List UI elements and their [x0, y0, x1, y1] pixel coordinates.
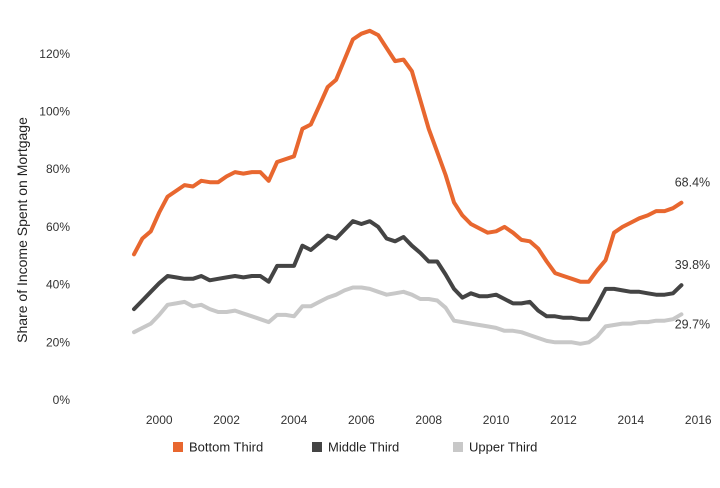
y-axis-ticks: 0% 20% 40% 60% 80% 100% 120%: [39, 47, 70, 407]
legend-label: Bottom Third: [189, 440, 263, 455]
series-line-middle-third: [132, 219, 684, 322]
legend-swatch: [312, 442, 322, 452]
x-tick-label: 2000: [146, 413, 173, 427]
y-tick-label: 20%: [46, 335, 70, 349]
series-line-upper-third: [132, 285, 684, 346]
y-axis-title: Share of Income Spent on Mortgage: [14, 117, 30, 343]
y-tick-label: 60%: [46, 220, 70, 234]
y-tick-label: 40%: [46, 278, 70, 292]
series-line-bottom-third: [132, 28, 684, 284]
series-lines: [132, 28, 684, 346]
legend-swatch: [173, 442, 183, 452]
legend-label: Upper Third: [469, 440, 537, 455]
legend-label: Middle Third: [328, 440, 399, 455]
x-tick-label: 2004: [281, 413, 308, 427]
end-value-label: 39.8%: [675, 258, 710, 272]
end-value-label: 29.7%: [675, 317, 710, 331]
y-tick-label: 100%: [39, 105, 70, 119]
end-value-label: 68.4%: [675, 176, 710, 190]
x-tick-label: 2006: [348, 413, 375, 427]
x-tick-label: 2008: [415, 413, 442, 427]
y-tick-label: 120%: [39, 47, 70, 61]
x-tick-label: 2010: [483, 413, 510, 427]
x-tick-label: 2016: [685, 413, 712, 427]
series-end-labels: 68.4% 39.8% 29.7%: [675, 176, 710, 332]
y-tick-label: 0%: [53, 393, 71, 407]
x-tick-label: 2012: [550, 413, 577, 427]
x-tick-label: 2002: [213, 413, 240, 427]
y-tick-label: 80%: [46, 162, 70, 176]
legend: Bottom Third Middle Third Upper Third: [173, 440, 537, 455]
x-tick-label: 2014: [618, 413, 645, 427]
legend-swatch: [453, 442, 463, 452]
x-axis-ticks: 2000 2002 2004 2006 2008 2010 2012 2014 2016: [146, 413, 712, 427]
